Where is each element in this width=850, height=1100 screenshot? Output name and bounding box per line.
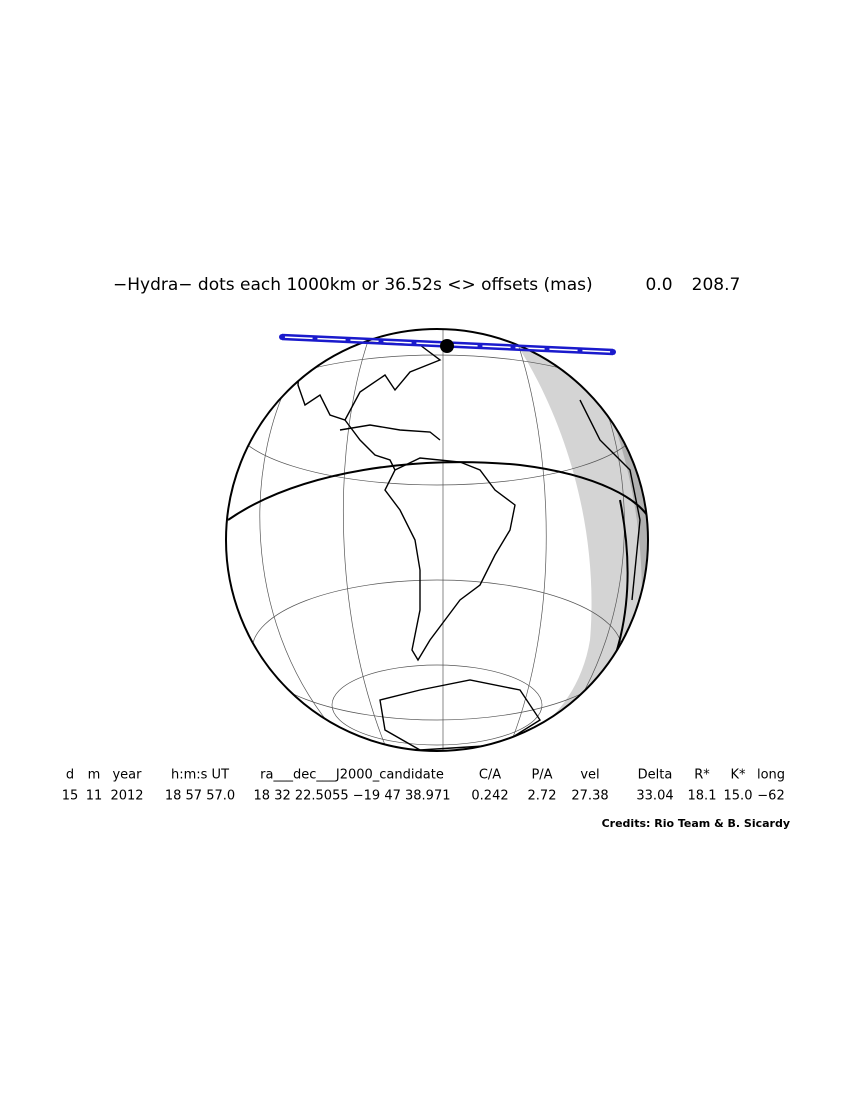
column-value: 0.242 (471, 789, 508, 804)
coastlines (297, 339, 641, 751)
circumstances-table: d 15 m 11 year 2012 h:m:s UT 18 57 57.0 ra___dec… (62, 768, 785, 804)
terminator (227, 461, 648, 521)
column-value: 2012 (110, 789, 143, 804)
center-point (440, 339, 454, 353)
column-value: 27.38 (571, 789, 608, 804)
column-header: P/A (531, 768, 552, 783)
credits: Credits: Rio Team & B. Sicardy (602, 817, 790, 830)
title: −Hydra− dots each 1000km or 36.52s <> of… (113, 275, 593, 295)
column-value: 18 57 57.0 (165, 789, 235, 804)
shadow-track (279, 333, 616, 356)
column-header: d (66, 768, 74, 783)
column-header: C/A (479, 768, 501, 783)
column-header: vel (580, 768, 599, 783)
column-header: ra___dec___J2000_candidate (260, 768, 444, 783)
column-header: K* (730, 768, 746, 783)
column-value: 18 32 22.5055 −19 47 38.971 (254, 789, 451, 804)
column-header: long (757, 768, 785, 783)
column-header: h:m:s UT (171, 768, 229, 783)
globe (225, 328, 649, 752)
column-header: R* (694, 768, 710, 783)
column-value: 33.04 (636, 789, 673, 804)
column-value: 18.1 (688, 789, 717, 804)
column-header: m (88, 768, 101, 783)
offset-x: 0.0 (645, 275, 672, 295)
column-value: 11 (86, 789, 103, 804)
column-header: year (112, 768, 142, 783)
column-value: 15.0 (724, 789, 753, 804)
column-value: 2.72 (528, 789, 557, 804)
offset-y: 208.7 (692, 275, 741, 295)
column-value: −62 (757, 789, 784, 804)
column-header: Delta (638, 768, 673, 783)
column-value: 15 (62, 789, 79, 804)
